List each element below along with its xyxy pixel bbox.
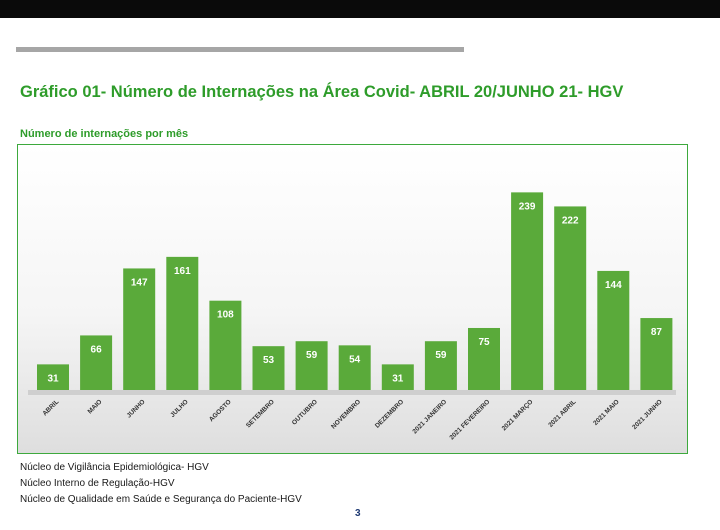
x-tick-label: 2021 FEVEREIRO <box>448 398 491 441</box>
bar <box>252 346 285 390</box>
bar <box>37 364 69 390</box>
top-bar <box>0 0 720 18</box>
bar <box>381 364 414 390</box>
bar-value-label: 53 <box>263 355 275 366</box>
bar <box>597 270 630 390</box>
bar-value-label: 239 <box>519 201 536 212</box>
bar-value-label: 75 <box>478 337 490 348</box>
bar <box>166 256 199 390</box>
bar-value-label: 31 <box>47 373 59 384</box>
x-tick-label: JULHO <box>169 398 190 419</box>
header-rule <box>16 47 464 52</box>
chart-floor <box>28 390 676 395</box>
bar <box>80 335 113 390</box>
x-tick-label: AGOSTO <box>208 398 233 423</box>
bar <box>209 300 242 390</box>
bar-value-label: 66 <box>91 344 103 355</box>
bar <box>468 327 500 390</box>
bar <box>295 341 328 390</box>
footer-line-1: Núcleo de Vigilância Epidemiológica- HGV <box>20 462 209 473</box>
bar-value-label: 54 <box>349 354 361 365</box>
bar <box>554 206 587 390</box>
x-tick-label: 2021 MAIO <box>592 398 620 426</box>
bar-value-label: 161 <box>174 266 191 277</box>
x-tick-label: ABRIL <box>41 398 60 417</box>
bar <box>123 268 156 390</box>
footer-line-3: Núcleo de Qualidade em Saúde e Segurança… <box>20 494 302 505</box>
bar <box>640 318 673 390</box>
chart-area: 31 ABRIL 66 MAIO 147 JUNHO 161 JULHO 108 AGOSTO 53… <box>17 144 688 454</box>
x-tick-label: DEZEMBRO <box>374 398 405 429</box>
bar-value-label: 31 <box>392 373 404 384</box>
x-tick-label: 2021 ABRIL <box>547 398 577 428</box>
x-tick-label: SETEMBRO <box>245 398 276 429</box>
bar <box>338 345 371 390</box>
footer-line-2: Núcleo Interno de Regulação-HGV <box>20 478 175 489</box>
x-tick-label: 2021 MARÇO <box>501 398 535 432</box>
x-tick-label: MAIO <box>87 398 104 415</box>
x-tick-label: 2021 JUNHO <box>631 398 664 431</box>
x-tick-label: NOVEMBRO <box>330 398 362 430</box>
page-number: 3 <box>355 508 361 519</box>
bar-value-label: 59 <box>306 350 318 361</box>
bar <box>511 192 544 390</box>
bar-value-label: 222 <box>562 215 579 226</box>
x-tick-label: JUNHO <box>126 398 147 419</box>
bar <box>424 341 457 390</box>
bar-value-label: 108 <box>217 310 234 321</box>
chart-subtitle: Número de internações por mês <box>20 128 189 140</box>
bar-value-label: 59 <box>435 350 447 361</box>
chart-title: Gráfico 01- Número de Internações na Áre… <box>20 83 624 101</box>
x-tick-label: 2021 JANEIRO <box>411 398 448 435</box>
bar-chart: 31 ABRIL 66 MAIO 147 JUNHO 161 JULHO 108 AGOSTO 53… <box>28 192 676 441</box>
x-tick-label: OUTUBRO <box>291 398 319 426</box>
bar-value-label: 144 <box>605 280 622 291</box>
bar-value-label: 87 <box>651 327 663 338</box>
bar-value-label: 147 <box>131 277 148 288</box>
